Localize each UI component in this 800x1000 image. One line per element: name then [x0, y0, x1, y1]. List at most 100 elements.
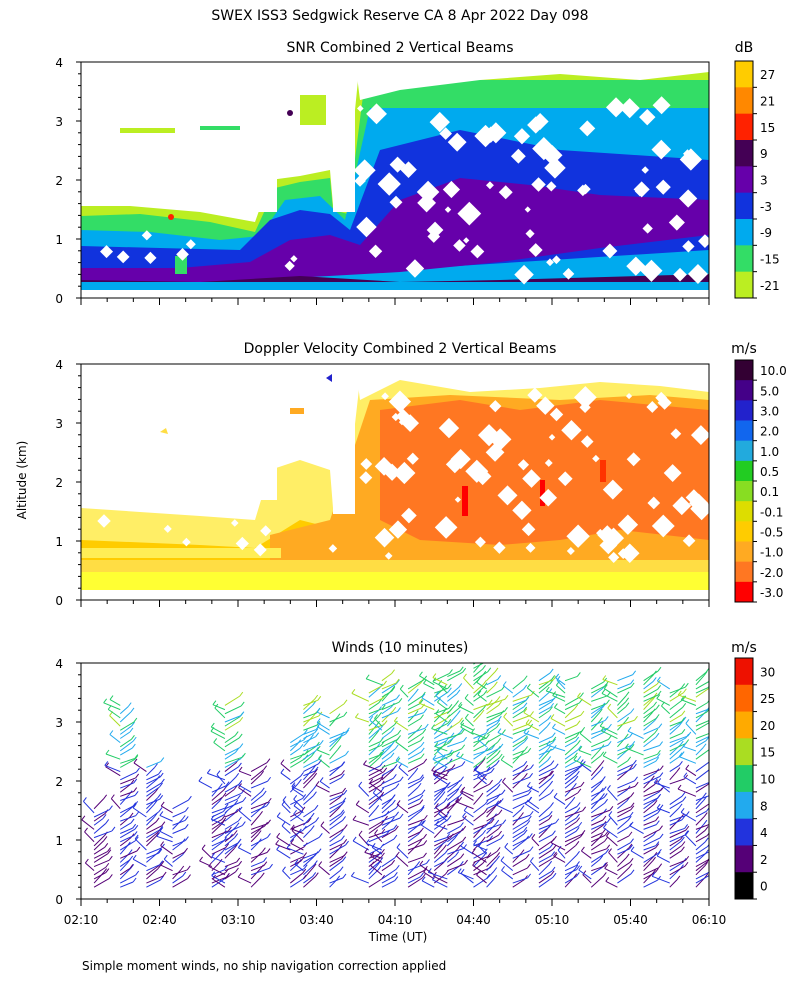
wind-barb-flag — [222, 847, 226, 853]
wind-barb — [685, 768, 697, 777]
wind-barb-flag — [710, 868, 713, 872]
wind-barb-flag — [314, 728, 319, 733]
nodata-hole — [116, 250, 130, 264]
wind-barb — [93, 818, 104, 826]
wind-barb-flag — [496, 696, 501, 701]
nodata-hole — [393, 461, 416, 485]
wind-barb-flag — [238, 806, 243, 812]
wind-barb-flag — [455, 851, 460, 856]
wind-barb-flag — [184, 823, 189, 829]
wind-barb-flag — [133, 717, 138, 723]
wind-barb-flag — [107, 849, 112, 854]
wind-barb — [617, 706, 627, 715]
wind-barb-flag — [213, 738, 218, 743]
wind-barb-flag — [267, 776, 272, 782]
wind-barb-flag — [546, 740, 551, 746]
nodata-hole — [690, 425, 709, 445]
wind-barb — [695, 853, 706, 863]
wind-barb-flag — [625, 697, 630, 703]
wind-barb-flag — [572, 782, 577, 788]
wind-barb — [564, 792, 579, 801]
wind-barb — [407, 844, 424, 851]
wind-barb — [329, 796, 341, 806]
wind-barb — [591, 703, 607, 711]
wind-barb-flag — [345, 729, 350, 735]
colorbar-tick-label: 9 — [760, 147, 768, 161]
wind-barb-flag — [650, 775, 655, 781]
wind-barb — [433, 852, 446, 863]
wind-barb-flag — [358, 830, 363, 836]
nodata-hole — [427, 230, 441, 243]
wind-barb — [381, 838, 395, 847]
wind-barb-flag — [420, 827, 424, 833]
wind-barb — [381, 780, 401, 789]
wind-barb — [250, 868, 261, 880]
nodata-hole — [454, 496, 462, 503]
wind-barb — [437, 701, 448, 711]
nodata-hole — [541, 144, 563, 166]
wind-barb — [512, 750, 525, 756]
wind-barb-flag — [238, 766, 243, 772]
wind-barb — [512, 776, 525, 789]
wind-barb — [303, 857, 314, 867]
colorbar-swatch — [735, 541, 753, 563]
wind-barb-flag — [629, 821, 634, 827]
wind-barb — [486, 808, 494, 818]
wind-barb — [683, 746, 697, 752]
wind-barb — [591, 719, 606, 727]
wind-barb — [290, 856, 304, 863]
wind-barb — [407, 718, 421, 727]
wind-barb-flag — [598, 717, 603, 722]
wind-barb — [303, 745, 317, 756]
wind-barb-flag — [460, 841, 464, 847]
wind-barb — [523, 712, 540, 723]
wind-barb — [538, 874, 552, 884]
wind-barb-flag — [471, 728, 476, 733]
wind-barb — [290, 842, 304, 851]
wind-barb — [512, 688, 525, 698]
wind-barb — [486, 747, 501, 756]
winds-plot-frame — [80, 662, 710, 900]
wind-barb — [368, 684, 384, 694]
nodata-hole — [368, 244, 383, 258]
wind-barb — [486, 700, 498, 710]
wind-barb-flag — [653, 778, 658, 784]
wind-barb-flag — [461, 786, 466, 792]
nodata-hole — [144, 251, 157, 264]
wind-barb — [407, 682, 421, 694]
wind-barb — [643, 847, 657, 855]
wind-barb — [669, 838, 681, 847]
doppler-blob — [600, 460, 606, 482]
wind-barb — [146, 797, 159, 810]
wind-barb-flag — [462, 825, 467, 831]
wind-barb — [381, 798, 393, 810]
wind-barb — [93, 846, 106, 855]
wind-barb-flag — [371, 843, 376, 848]
wind-barb — [643, 688, 658, 698]
wind-barb — [303, 732, 316, 739]
wind-barb-flag — [280, 759, 285, 764]
wind-barb — [617, 720, 626, 731]
nodata-hole — [485, 442, 505, 462]
wind-barb-flag — [237, 843, 242, 848]
wind-barb — [433, 711, 445, 723]
wind-barb — [224, 789, 235, 797]
wind-barb-flag — [426, 859, 430, 864]
wind-barb-flag — [239, 743, 244, 748]
wind-barb — [224, 752, 236, 760]
nodata-hole — [284, 260, 295, 272]
nodata-hole — [434, 516, 458, 539]
wind-barb — [329, 733, 346, 744]
wind-barb — [93, 853, 109, 863]
wind-barb — [211, 869, 225, 876]
wind-barb — [473, 862, 484, 872]
wind-barb-flag — [603, 823, 607, 829]
wind-barb — [473, 779, 483, 789]
wind-barb — [407, 692, 416, 702]
wind-barb — [329, 703, 345, 715]
wind-barb — [120, 828, 136, 839]
wind-barb — [590, 780, 603, 789]
wind-barb-flag — [263, 765, 268, 770]
wind-barb-flag — [625, 691, 630, 697]
